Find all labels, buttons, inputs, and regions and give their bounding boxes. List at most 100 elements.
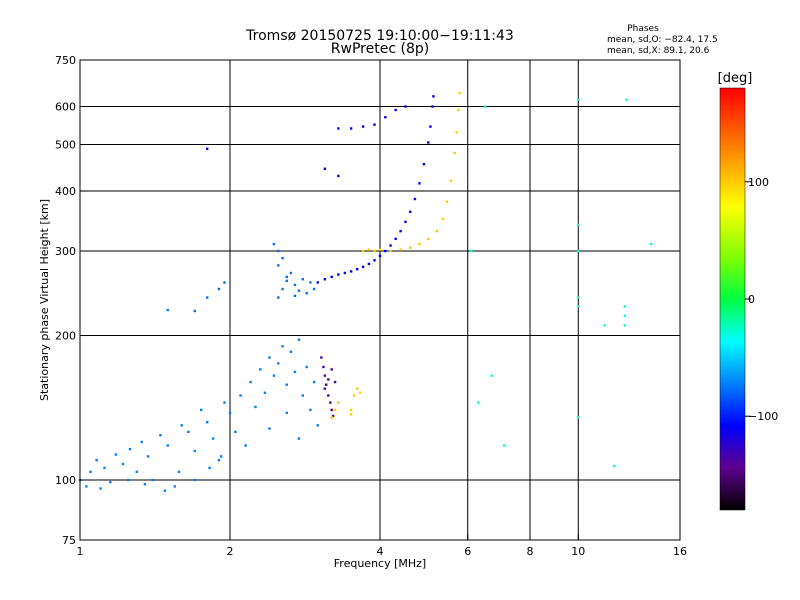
data-point: [301, 394, 305, 397]
data-point: [394, 237, 397, 241]
data-point: [577, 416, 580, 419]
y-tick-label: 500: [55, 139, 76, 152]
data-point: [577, 249, 580, 253]
data-point: [193, 449, 197, 453]
x-tick-label: 4: [377, 545, 384, 558]
data-point: [333, 408, 337, 412]
data-point: [173, 485, 177, 488]
x-tick-label: 16: [673, 545, 687, 558]
data-point: [244, 444, 247, 447]
data-point: [349, 408, 353, 412]
data-point: [477, 401, 480, 404]
data-point: [429, 125, 432, 128]
data-point: [449, 179, 453, 183]
data-point: [285, 275, 288, 279]
data-point: [263, 391, 267, 394]
data-point: [289, 350, 293, 353]
data-point: [285, 279, 288, 283]
data-point: [490, 374, 493, 377]
y-tick-label: 300: [55, 245, 76, 258]
data-point: [404, 220, 407, 224]
data-point: [163, 489, 167, 492]
colorbar-label: [deg]: [718, 71, 753, 86]
data-point: [217, 458, 221, 462]
data-point: [325, 383, 328, 386]
data-point: [234, 430, 237, 434]
data-point: [367, 248, 371, 251]
y-tick-label: 100: [55, 474, 76, 487]
data-point: [413, 197, 417, 201]
data-point: [114, 453, 118, 456]
data-point: [330, 275, 333, 279]
data-point: [331, 414, 335, 418]
data-point: [323, 167, 327, 171]
data-point: [249, 380, 252, 384]
data-point: [649, 242, 653, 246]
colorbar-tick-label: 100: [748, 176, 769, 189]
data-point: [327, 394, 330, 397]
data-point: [435, 229, 438, 233]
data-point: [272, 242, 276, 246]
data-point: [301, 278, 305, 281]
data-point: [297, 289, 301, 292]
data-point: [623, 324, 627, 327]
chart-title: Tromsø 20150725 19:10:00−19:11:43: [245, 28, 514, 44]
data-point: [577, 223, 580, 227]
data-point: [445, 200, 449, 203]
data-point: [323, 278, 327, 281]
data-point: [211, 437, 215, 440]
data-point: [409, 210, 412, 214]
data-point: [323, 374, 327, 377]
data-point: [577, 305, 580, 308]
data-point: [208, 466, 211, 470]
x-ticks: 1 2 4 6 8 10 16: [77, 534, 687, 558]
x-axis-label: Frequency [MHz]: [334, 557, 426, 570]
data-point: [361, 125, 365, 128]
data-point: [483, 105, 487, 108]
data-point: [384, 249, 387, 253]
data-point: [297, 338, 301, 341]
data-point: [259, 368, 262, 371]
data-point: [277, 264, 280, 267]
data-point: [502, 444, 506, 447]
data-point: [140, 440, 143, 444]
data-point: [431, 105, 434, 108]
y-ticks: 75 100 200 300 400 500 600 750: [55, 54, 86, 547]
data-point: [135, 470, 138, 474]
data-point: [389, 244, 392, 247]
data-point: [418, 242, 421, 246]
data-point: [367, 262, 371, 266]
x-tick-label: 10: [571, 545, 585, 558]
data-point: [404, 105, 407, 108]
data-point: [293, 283, 297, 287]
data-point: [330, 408, 333, 412]
data-point: [309, 408, 312, 412]
data-point: [85, 485, 88, 488]
data-point: [337, 273, 340, 276]
phases-x-line: mean, sd,X: 89.1, 20.6: [607, 46, 710, 56]
data-point: [320, 356, 323, 359]
data-point: [361, 249, 365, 253]
data-point: [180, 424, 183, 427]
y-tick-label: 200: [55, 330, 76, 343]
data-point: [159, 433, 162, 437]
data-point: [121, 462, 125, 466]
data-point: [193, 309, 197, 313]
data-point: [457, 108, 460, 112]
data-point: [143, 483, 147, 486]
data-point: [577, 296, 580, 299]
y-tick-label: 75: [62, 534, 76, 547]
data-point: [455, 131, 458, 134]
data-point: [312, 287, 316, 291]
y-tick-label: 750: [55, 54, 76, 67]
data-points: [78, 91, 653, 492]
data-point: [577, 98, 580, 101]
colorbar-tick-label: −100: [748, 410, 778, 423]
data-point: [358, 391, 362, 394]
data-point: [329, 401, 332, 404]
data-point: [355, 387, 359, 390]
data-point: [378, 254, 382, 258]
data-point: [128, 447, 132, 451]
data-point: [623, 314, 627, 317]
colorbar: [719, 87, 746, 511]
